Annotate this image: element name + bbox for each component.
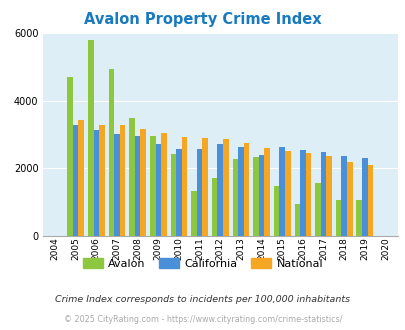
Bar [305,153,311,236]
Text: Crime Index corresponds to incidents per 100,000 inhabitants: Crime Index corresponds to incidents per… [55,295,350,304]
Bar [202,138,207,236]
Bar [314,183,320,236]
Bar [211,178,217,236]
Bar [99,125,104,236]
Bar [279,147,284,236]
Bar [93,130,99,236]
Bar [114,134,119,236]
Bar [170,154,176,236]
Bar [341,156,346,236]
Bar [217,144,222,236]
Bar [176,149,181,236]
Bar [273,186,279,236]
Bar [284,151,290,236]
Bar [78,120,84,236]
Bar [181,137,187,236]
Bar [109,69,114,236]
Bar [253,157,258,236]
Text: © 2025 CityRating.com - https://www.cityrating.com/crime-statistics/: © 2025 CityRating.com - https://www.city… [64,315,341,324]
Bar [134,136,140,236]
Bar [356,200,361,236]
Bar [119,125,125,236]
Bar [299,150,305,236]
Bar [335,200,341,236]
Bar [294,204,299,236]
Text: Avalon Property Crime Index: Avalon Property Crime Index [84,12,321,26]
Bar [232,159,238,236]
Bar [155,144,161,236]
Legend: Avalon, California, National: Avalon, California, National [78,254,327,273]
Bar [238,147,243,236]
Bar [346,162,352,236]
Bar [264,148,269,236]
Bar [67,77,73,236]
Bar [367,165,372,236]
Bar [140,129,146,236]
Bar [191,191,196,236]
Bar [73,125,78,236]
Bar [222,139,228,236]
Bar [161,133,166,236]
Bar [243,143,249,236]
Bar [320,152,326,236]
Bar [129,117,134,236]
Bar [326,156,331,236]
Bar [88,40,93,236]
Bar [258,155,264,236]
Bar [149,136,155,236]
Bar [196,149,202,236]
Bar [361,158,367,236]
